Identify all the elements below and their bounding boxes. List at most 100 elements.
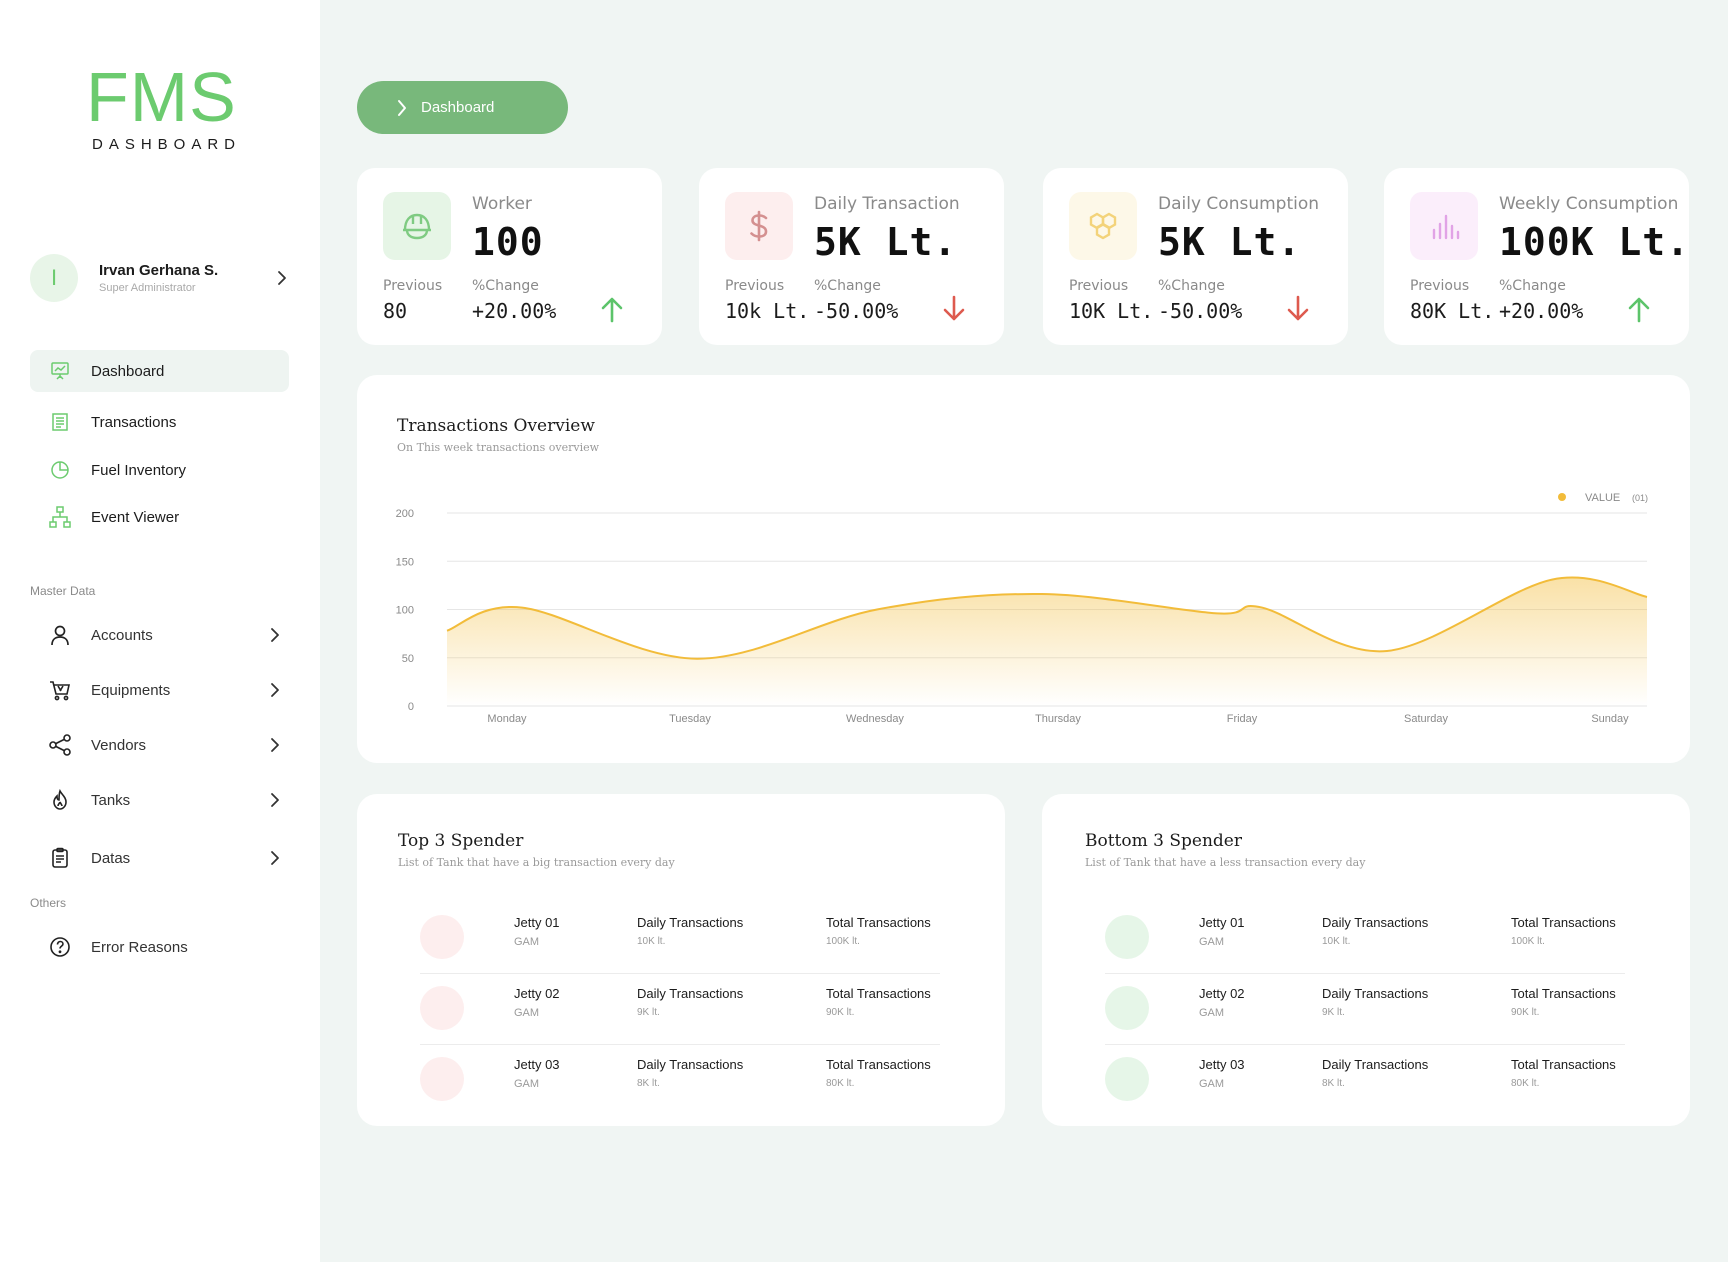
breadcrumb-dashboard-button[interactable]: Dashboard — [357, 81, 568, 134]
avatar: I — [30, 254, 78, 302]
row-divider — [420, 973, 940, 974]
nav-label: Event Viewer — [91, 508, 180, 526]
stat-change-label: %Change — [1499, 278, 1566, 294]
nav-item-equipments[interactable]: Equipments — [30, 669, 289, 711]
arrow-up-icon — [601, 297, 623, 323]
sitemap-icon — [48, 505, 72, 529]
tank-avatar — [1105, 1057, 1149, 1101]
stat-card-weekly-consumption[interactable]: Weekly Consumption 100K Lt. Previous 80K… — [1384, 168, 1689, 345]
nav-item-transactions[interactable]: Transactions — [30, 401, 289, 443]
receipt-icon — [48, 410, 72, 434]
daily-transactions-value: 8K lt. — [1322, 1078, 1345, 1089]
tank-name: Jetty 01 — [514, 915, 560, 930]
nav-label: Error Reasons — [91, 938, 188, 956]
list-item[interactable]: Jetty 02 GAM Daily Transactions 9K lt. T… — [420, 974, 940, 1046]
nav-item-error-reasons[interactable]: Error Reasons — [30, 926, 289, 968]
top-spender-title: Top 3 Spender — [398, 831, 524, 851]
brand-title: FMS — [86, 58, 237, 136]
daily-transactions-label: Daily Transactions — [637, 986, 744, 1001]
presentation-chart-icon — [48, 359, 72, 383]
arrow-up-icon — [1628, 297, 1650, 323]
nav-item-vendors[interactable]: Vendors — [30, 724, 289, 766]
nav-item-event-viewer[interactable]: Event Viewer — [30, 496, 289, 538]
nav-label: Vendors — [91, 736, 147, 754]
stat-card-worker[interactable]: Worker 100 Previous 80 %Change +20.00% — [357, 168, 662, 345]
bar-chart-icon — [1410, 192, 1478, 260]
row-divider — [1105, 973, 1625, 974]
stat-previous-label: Previous — [725, 278, 785, 294]
cart-icon — [48, 678, 72, 702]
pie-chart-icon — [48, 458, 72, 482]
stat-change-label: %Change — [814, 278, 881, 294]
tank-group: GAM — [514, 936, 540, 948]
hexagons-icon — [1069, 192, 1137, 260]
stat-change-value: +20.00% — [472, 299, 557, 323]
stat-card-daily-transaction[interactable]: Daily Transaction 5K Lt. Previous 10k Lt… — [699, 168, 1004, 345]
chevron-right-icon — [267, 737, 283, 753]
section-label-others: Others — [30, 896, 67, 910]
list-item[interactable]: Jetty 03 GAM Daily Transactions 8K lt. T… — [420, 1045, 940, 1117]
x-tick-label: Monday — [487, 713, 527, 725]
help-circle-icon — [48, 935, 72, 959]
tank-avatar — [1105, 915, 1149, 959]
total-transactions-label: Total Transactions — [1511, 986, 1616, 1001]
total-transactions-value: 90K lt. — [1511, 1007, 1540, 1018]
daily-transactions-value: 9K lt. — [637, 1007, 660, 1018]
top-spender-subtitle: List of Tank that have a big transaction… — [398, 856, 675, 869]
y-tick-label: 200 — [396, 508, 414, 520]
row-divider — [1105, 1044, 1625, 1045]
total-transactions-label: Total Transactions — [826, 1057, 931, 1072]
list-item[interactable]: Jetty 02 GAM Daily Transactions 9K lt. T… — [1105, 974, 1625, 1046]
sidebar: FMS DASHBOARD I Irvan Gerhana S. Super A… — [0, 0, 320, 1262]
tank-avatar — [420, 1057, 464, 1101]
nav-item-fuel-inventory[interactable]: Fuel Inventory — [30, 449, 289, 491]
stat-previous-label: Previous — [1069, 278, 1129, 294]
stat-card-daily-consumption[interactable]: Daily Consumption 5K Lt. Previous 10K Lt… — [1043, 168, 1348, 345]
stat-change-value: +20.00% — [1499, 299, 1584, 323]
list-item[interactable]: Jetty 01 GAM Daily Transactions 10K lt. … — [420, 903, 940, 975]
nav-item-dashboard[interactable]: Dashboard — [30, 350, 289, 392]
brand-logo[interactable]: FMS DASHBOARD — [86, 62, 236, 153]
daily-transactions-label: Daily Transactions — [637, 915, 744, 930]
stat-previous-value: 10k Lt. — [725, 299, 810, 323]
nav-label: Equipments — [91, 681, 171, 699]
nav-label: Tanks — [91, 791, 131, 809]
transactions-overview-panel: Transactions Overview On This week trans… — [357, 375, 1690, 763]
nav-label: Accounts — [91, 626, 153, 644]
stat-previous-label: Previous — [383, 278, 443, 294]
stat-value: 5K Lt. — [1158, 220, 1302, 264]
x-tick-label: Thursday — [1035, 713, 1081, 725]
x-tick-label: Saturday — [1404, 713, 1449, 725]
nav-label: Datas — [91, 849, 131, 867]
total-transactions-value: 90K lt. — [826, 1007, 855, 1018]
y-tick-label: 0 — [408, 701, 414, 713]
profile-role: Super Administrator — [99, 282, 196, 294]
list-item[interactable]: Jetty 03 GAM Daily Transactions 8K lt. T… — [1105, 1045, 1625, 1117]
tank-name: Jetty 02 — [514, 986, 560, 1001]
tank-name: Jetty 03 — [1199, 1057, 1245, 1072]
x-tick-label: Sunday — [1591, 713, 1629, 725]
section-label-master-data: Master Data — [30, 584, 96, 598]
user-profile[interactable]: I Irvan Gerhana S. Super Administrator — [30, 253, 290, 303]
user-icon — [48, 623, 72, 647]
share-icon — [48, 733, 72, 757]
overview-title: Transactions Overview — [397, 416, 595, 436]
y-tick-label: 50 — [402, 653, 414, 665]
nav-item-accounts[interactable]: Accounts — [30, 614, 289, 656]
list-item[interactable]: Jetty 01 GAM Daily Transactions 10K lt. … — [1105, 903, 1625, 975]
arrow-down-icon — [1287, 295, 1309, 321]
tank-name: Jetty 01 — [1199, 915, 1245, 930]
nav-item-datas[interactable]: Datas — [30, 837, 289, 879]
total-transactions-label: Total Transactions — [1511, 915, 1616, 930]
tank-group: GAM — [1199, 936, 1225, 948]
stat-title: Weekly Consumption — [1499, 194, 1679, 214]
stat-title: Daily Transaction — [814, 194, 960, 214]
total-transactions-value: 100K lt. — [1511, 936, 1545, 947]
arrow-down-icon — [943, 295, 965, 321]
tank-name: Jetty 02 — [1199, 986, 1245, 1001]
x-tick-label: Tuesday — [669, 713, 711, 725]
helmet-icon — [383, 192, 451, 260]
daily-transactions-value: 10K lt. — [1322, 936, 1351, 947]
nav-item-tanks[interactable]: Tanks — [30, 779, 289, 821]
chevron-right-icon[interactable] — [274, 270, 290, 286]
